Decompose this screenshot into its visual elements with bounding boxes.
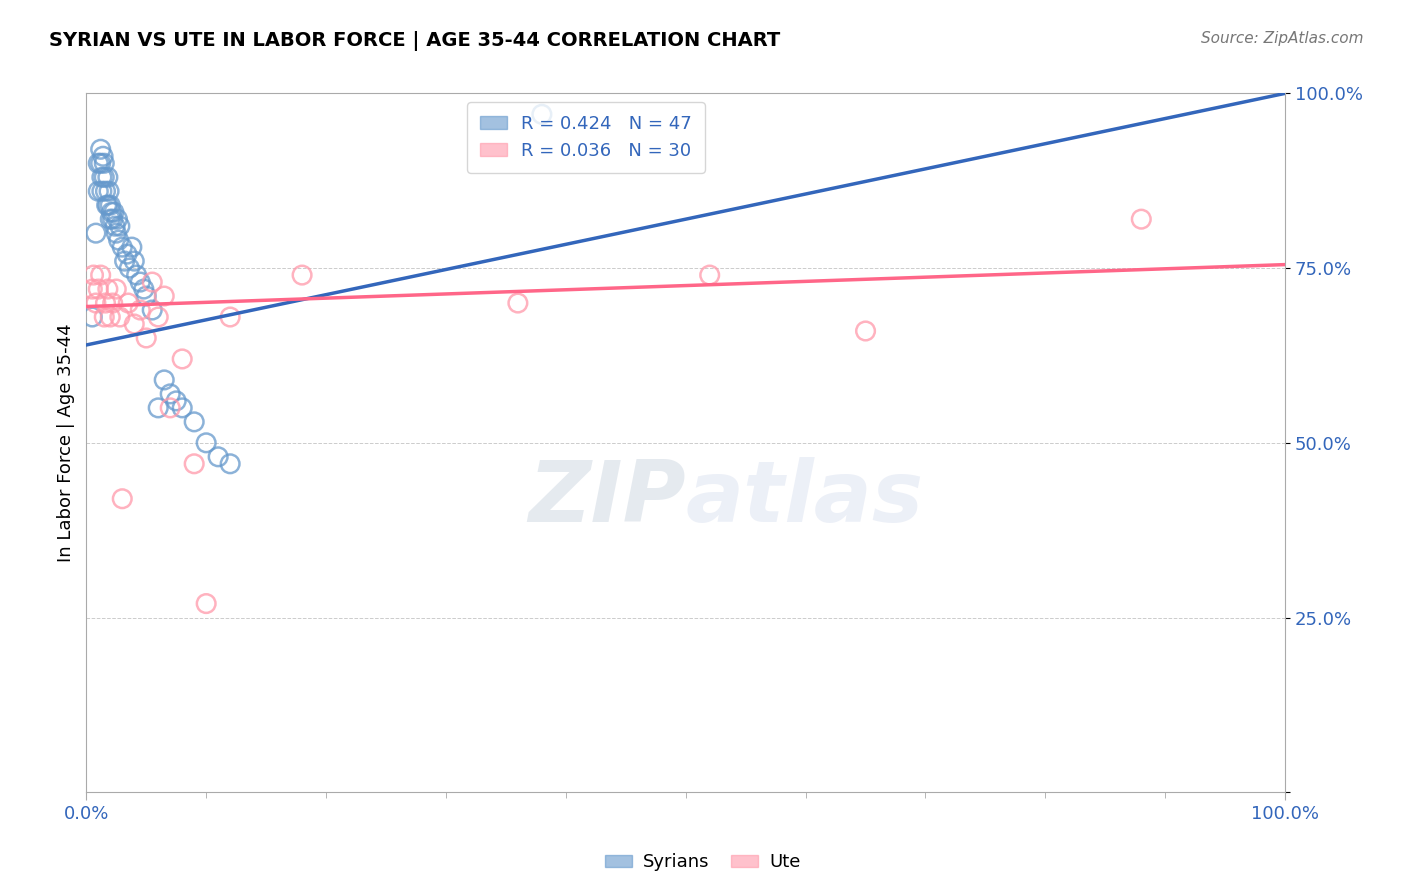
Point	[121, 240, 143, 254]
Point	[699, 268, 721, 282]
Point	[108, 310, 131, 324]
Point	[97, 198, 120, 212]
Point	[98, 212, 121, 227]
Point	[82, 282, 104, 296]
Point	[172, 401, 194, 415]
Point	[107, 233, 129, 247]
Point	[97, 282, 120, 296]
Y-axis label: In Labor Force | Age 35-44: In Labor Force | Age 35-44	[58, 324, 75, 562]
Point	[107, 212, 129, 227]
Point	[132, 282, 155, 296]
Point	[125, 268, 148, 282]
Point	[855, 324, 877, 338]
Point	[219, 457, 242, 471]
Point	[530, 107, 553, 121]
Point	[98, 310, 121, 324]
Point	[129, 303, 152, 318]
Point	[108, 219, 131, 234]
Point	[98, 198, 121, 212]
Point	[101, 212, 124, 227]
Point	[183, 415, 205, 429]
Point	[82, 268, 104, 282]
Point	[100, 205, 122, 219]
Point	[90, 184, 112, 198]
Point	[84, 296, 107, 310]
Point	[183, 457, 205, 471]
Point	[165, 393, 187, 408]
Point	[114, 254, 136, 268]
Point	[141, 275, 163, 289]
Point	[111, 491, 134, 506]
Point	[94, 296, 117, 310]
Point	[105, 226, 128, 240]
Text: atlas: atlas	[686, 458, 924, 541]
Point	[159, 387, 181, 401]
Point	[148, 310, 170, 324]
Point	[98, 184, 121, 198]
Point	[135, 289, 157, 303]
Point	[105, 282, 128, 296]
Text: SYRIAN VS UTE IN LABOR FORCE | AGE 35-44 CORRELATION CHART: SYRIAN VS UTE IN LABOR FORCE | AGE 35-44…	[49, 31, 780, 51]
Point	[90, 142, 112, 156]
Legend: R = 0.424   N = 47, R = 0.036   N = 30: R = 0.424 N = 47, R = 0.036 N = 30	[467, 103, 704, 173]
Point	[159, 401, 181, 415]
Point	[103, 205, 125, 219]
Point	[129, 275, 152, 289]
Point	[172, 351, 194, 366]
Point	[90, 170, 112, 185]
Point	[115, 247, 138, 261]
Point	[87, 156, 110, 170]
Point	[122, 317, 145, 331]
Point	[195, 597, 218, 611]
Point	[87, 282, 110, 296]
Point	[93, 170, 115, 185]
Point	[87, 184, 110, 198]
Point	[91, 149, 114, 163]
Text: Source: ZipAtlas.com: Source: ZipAtlas.com	[1201, 31, 1364, 46]
Point	[153, 373, 176, 387]
Legend: Syrians, Ute: Syrians, Ute	[598, 847, 808, 879]
Point	[93, 310, 115, 324]
Point	[94, 184, 117, 198]
Point	[291, 268, 314, 282]
Point	[122, 254, 145, 268]
Point	[135, 331, 157, 345]
Point	[141, 303, 163, 318]
Point	[90, 156, 112, 170]
Point	[82, 310, 104, 324]
Point	[207, 450, 229, 464]
Point	[93, 156, 115, 170]
Point	[104, 219, 127, 234]
Point	[148, 401, 170, 415]
Point	[101, 296, 124, 310]
Point	[117, 296, 139, 310]
Point	[111, 240, 134, 254]
Point	[219, 310, 242, 324]
Point	[118, 261, 141, 276]
Point	[153, 289, 176, 303]
Point	[96, 198, 118, 212]
Point	[1130, 212, 1153, 227]
Point	[90, 268, 112, 282]
Point	[506, 296, 529, 310]
Point	[84, 226, 107, 240]
Text: ZIP: ZIP	[529, 458, 686, 541]
Point	[97, 170, 120, 185]
Point	[195, 435, 218, 450]
